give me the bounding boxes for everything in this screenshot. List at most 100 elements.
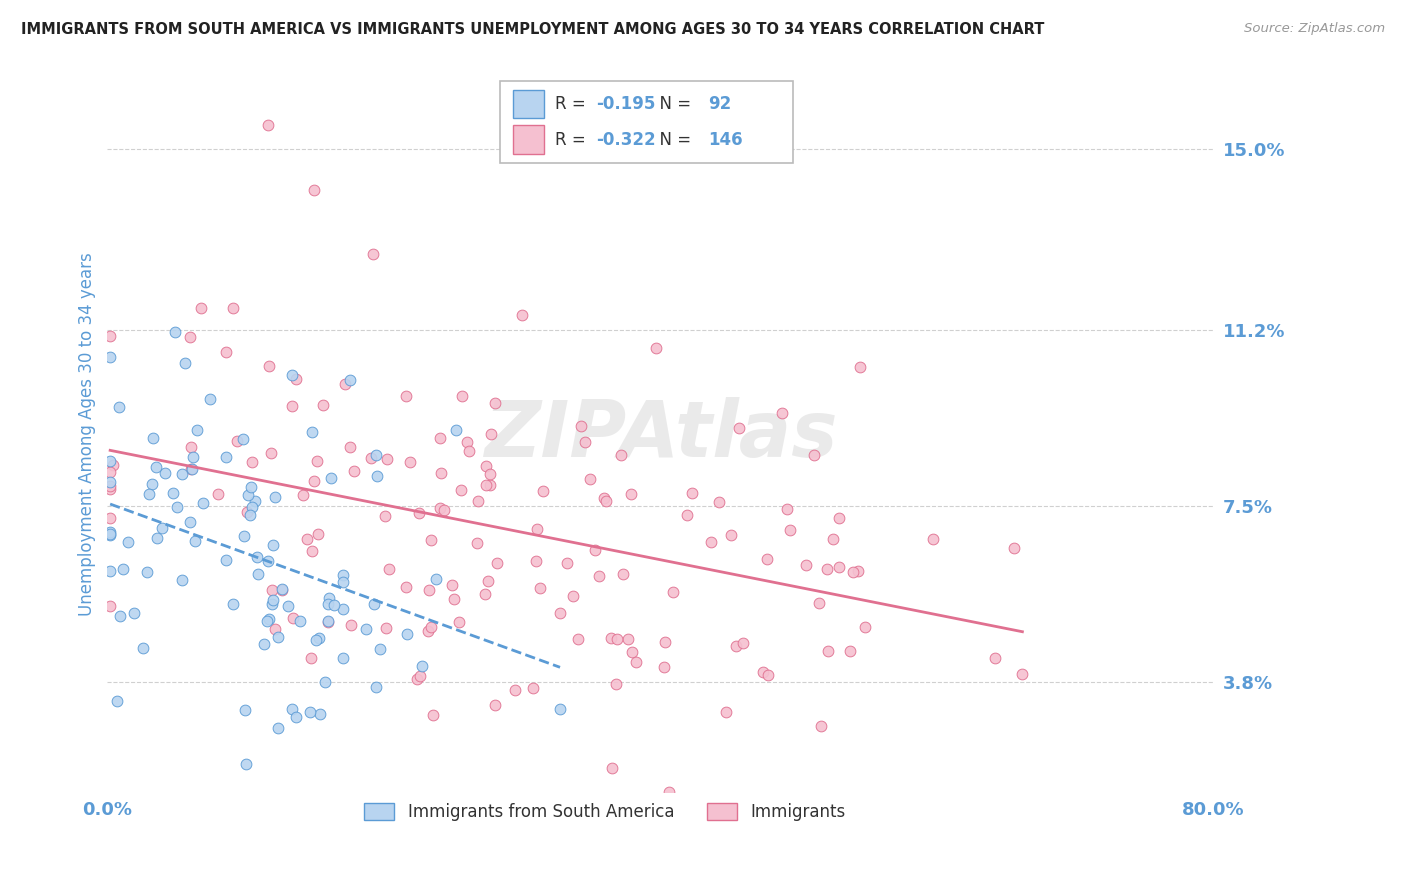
Point [571, 418, 593, 433]
Point [612, 567, 634, 582]
Point [108, 609, 131, 624]
Point [652, 660, 675, 674]
Point [301, 544, 323, 558]
Point [526, 522, 548, 536]
Point [316, 615, 339, 629]
Point [779, 524, 801, 538]
Point [267, 721, 290, 735]
Point [579, 472, 602, 486]
Point [165, 326, 187, 340]
Point [98, 482, 121, 496]
Point [803, 448, 825, 462]
Point [135, 566, 157, 580]
Point [810, 719, 832, 733]
Point [262, 593, 284, 607]
Point [409, 669, 432, 683]
Point [567, 632, 589, 647]
Point [475, 477, 498, 491]
Point [662, 585, 685, 599]
Point [562, 589, 585, 603]
Point [180, 462, 202, 476]
Point [239, 508, 262, 522]
Point [339, 373, 361, 387]
Point [512, 308, 534, 322]
Text: IMMIGRANTS FROM SOUTH AMERICA VS IMMIGRANTS UNEMPLOYMENT AMONG AGES 30 TO 34 YEA: IMMIGRANTS FROM SOUTH AMERICA VS IMMIGRA… [21, 22, 1045, 37]
Point [983, 651, 1005, 665]
Point [443, 592, 465, 607]
Point [583, 543, 606, 558]
Point [215, 344, 238, 359]
Point [122, 606, 145, 620]
FancyBboxPatch shape [513, 89, 544, 118]
Point [215, 553, 238, 567]
Point [226, 434, 249, 448]
Point [98, 599, 121, 613]
Point [465, 536, 488, 550]
Text: 92: 92 [707, 95, 731, 113]
Point [524, 554, 547, 568]
Point [314, 675, 336, 690]
Point [281, 611, 304, 625]
Point [285, 710, 308, 724]
Point [725, 639, 748, 653]
Point [332, 602, 354, 616]
Point [183, 450, 205, 464]
Point [264, 490, 287, 504]
Point [318, 591, 340, 605]
Point [370, 642, 392, 657]
Point [624, 655, 647, 669]
Text: N =: N = [650, 130, 696, 149]
Point [243, 493, 266, 508]
Point [600, 631, 623, 645]
Point [253, 637, 276, 651]
Point [266, 630, 288, 644]
Point [207, 487, 229, 501]
Point [281, 702, 304, 716]
Point [529, 581, 551, 595]
Point [98, 479, 121, 493]
Point [441, 578, 464, 592]
Point [484, 698, 506, 713]
Point [256, 614, 278, 628]
Point [292, 488, 315, 502]
Point [533, 483, 555, 498]
Point [108, 401, 131, 415]
Point [305, 632, 328, 647]
Point [398, 455, 420, 469]
Point [451, 389, 474, 403]
Point [555, 556, 578, 570]
Point [321, 471, 343, 485]
Point [675, 508, 697, 523]
Point [271, 582, 294, 596]
Point [295, 533, 318, 547]
Point [444, 423, 467, 437]
Point [588, 568, 610, 582]
Point [288, 614, 311, 628]
Point [322, 599, 344, 613]
Point [592, 491, 614, 505]
Point [172, 574, 194, 588]
Text: R =: R = [555, 95, 592, 113]
Text: -0.322: -0.322 [596, 130, 655, 149]
Point [308, 632, 330, 646]
Point [162, 486, 184, 500]
Point [479, 427, 502, 442]
Point [332, 568, 354, 582]
Point [312, 398, 335, 412]
FancyBboxPatch shape [513, 125, 544, 153]
Point [478, 467, 501, 481]
Point [246, 550, 269, 565]
Point [654, 635, 676, 649]
Point [179, 330, 201, 344]
Point [375, 621, 398, 635]
Point [309, 707, 332, 722]
Point [449, 615, 471, 630]
Point [411, 658, 433, 673]
Point [98, 511, 121, 525]
Point [198, 392, 221, 406]
Point [474, 587, 496, 601]
Point [98, 475, 121, 490]
Point [193, 496, 215, 510]
Point [98, 524, 121, 539]
Point [360, 450, 382, 465]
